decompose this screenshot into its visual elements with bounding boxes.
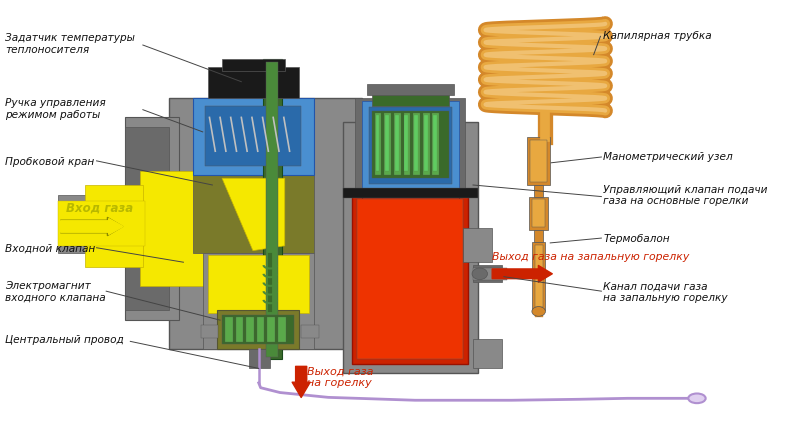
Bar	[367, 84, 454, 96]
Ellipse shape	[472, 268, 487, 280]
Bar	[385, 115, 389, 171]
Bar	[375, 115, 379, 171]
Bar	[217, 311, 299, 349]
Text: Задатчик температуры
теплоносителя: Задатчик температуры теплоносителя	[5, 33, 134, 55]
Text: Пробковой кран: Пробковой кран	[5, 156, 94, 167]
Bar	[463, 229, 492, 262]
Bar	[433, 113, 439, 176]
Bar	[257, 317, 265, 343]
Bar	[193, 176, 314, 253]
Bar	[372, 111, 449, 179]
PathPatch shape	[222, 179, 285, 251]
Text: Термобалон: Термобалон	[603, 233, 670, 244]
FancyArrowPatch shape	[61, 218, 122, 236]
FancyArrowPatch shape	[61, 219, 122, 235]
Bar	[434, 115, 438, 171]
Bar	[262, 60, 282, 359]
Bar	[527, 138, 550, 186]
Bar	[207, 256, 309, 314]
Text: Центральный провод: Центральный провод	[5, 335, 123, 345]
Bar	[534, 245, 542, 307]
Bar	[342, 123, 478, 373]
Bar	[473, 265, 502, 283]
Bar	[207, 68, 299, 99]
Bar	[394, 113, 401, 176]
Text: Выход газа
на горелку: Выход газа на горелку	[307, 366, 374, 387]
Bar	[395, 115, 398, 171]
FancyArrowPatch shape	[61, 219, 122, 235]
Bar	[246, 317, 254, 343]
Bar	[266, 63, 278, 357]
Bar	[225, 317, 233, 343]
Bar	[414, 115, 418, 171]
Bar	[126, 128, 169, 311]
Bar	[301, 325, 318, 339]
Text: Входной клапан: Входной клапан	[5, 243, 95, 253]
Bar	[413, 113, 420, 176]
Bar	[205, 106, 301, 166]
Bar	[534, 186, 543, 197]
Bar	[342, 188, 478, 198]
Bar	[355, 99, 466, 195]
Bar	[357, 200, 463, 359]
Bar	[405, 115, 408, 171]
Bar	[193, 99, 314, 176]
Bar	[473, 340, 502, 368]
Text: Управляющий клапан подачи
газа на основные горелки: Управляющий клапан подачи газа на основн…	[603, 184, 768, 206]
Bar	[377, 123, 444, 142]
Bar	[222, 316, 294, 345]
FancyArrowPatch shape	[492, 266, 552, 282]
Ellipse shape	[532, 307, 546, 317]
Bar	[532, 242, 546, 310]
Bar	[534, 231, 543, 242]
Bar	[222, 60, 285, 72]
Bar	[374, 113, 382, 176]
Bar	[201, 325, 218, 339]
FancyArrowPatch shape	[292, 366, 310, 397]
Text: Манометрический узел: Манометрический узел	[603, 152, 733, 161]
Bar	[58, 202, 145, 246]
Bar	[532, 200, 546, 228]
Text: Вход газа: Вход газа	[66, 201, 133, 215]
Bar	[529, 197, 548, 231]
Bar	[85, 186, 143, 268]
Bar	[384, 113, 391, 176]
Bar	[58, 195, 145, 253]
Bar	[169, 99, 362, 349]
Ellipse shape	[688, 394, 706, 403]
Bar	[278, 317, 286, 343]
Text: Выход газа на запальную горелку: Выход газа на запальную горелку	[492, 252, 690, 262]
Bar	[473, 268, 506, 280]
Bar	[424, 115, 428, 171]
Bar	[267, 317, 275, 343]
Bar	[202, 253, 314, 349]
Bar	[369, 107, 452, 184]
Bar	[126, 118, 178, 320]
Text: Канал подачи газа
на запальную горелку: Канал подачи газа на запальную горелку	[603, 281, 728, 302]
Bar	[362, 102, 458, 190]
Bar	[423, 113, 430, 176]
Bar	[372, 92, 449, 106]
Text: Ручка управления
режимом работы: Ручка управления режимом работы	[5, 98, 106, 119]
Bar	[530, 140, 547, 183]
Bar	[352, 195, 468, 364]
Bar	[140, 171, 242, 287]
Bar	[362, 132, 458, 205]
Bar	[249, 349, 270, 368]
Bar	[403, 113, 410, 176]
Bar	[235, 317, 243, 343]
Text: Капилярная трубка: Капилярная трубка	[603, 31, 712, 41]
Text: Электромагнит
входного клапана: Электромагнит входного клапана	[5, 281, 106, 302]
